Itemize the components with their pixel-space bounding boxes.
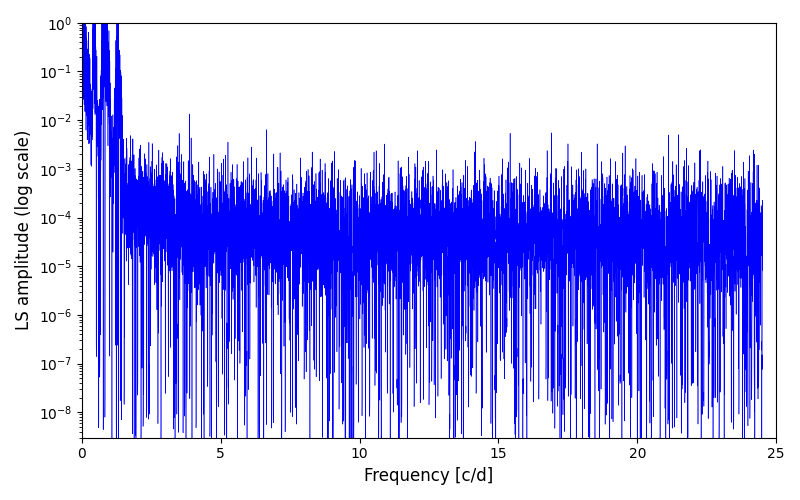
X-axis label: Frequency [c/d]: Frequency [c/d]: [364, 467, 494, 485]
Y-axis label: LS amplitude (log scale): LS amplitude (log scale): [15, 130, 33, 330]
